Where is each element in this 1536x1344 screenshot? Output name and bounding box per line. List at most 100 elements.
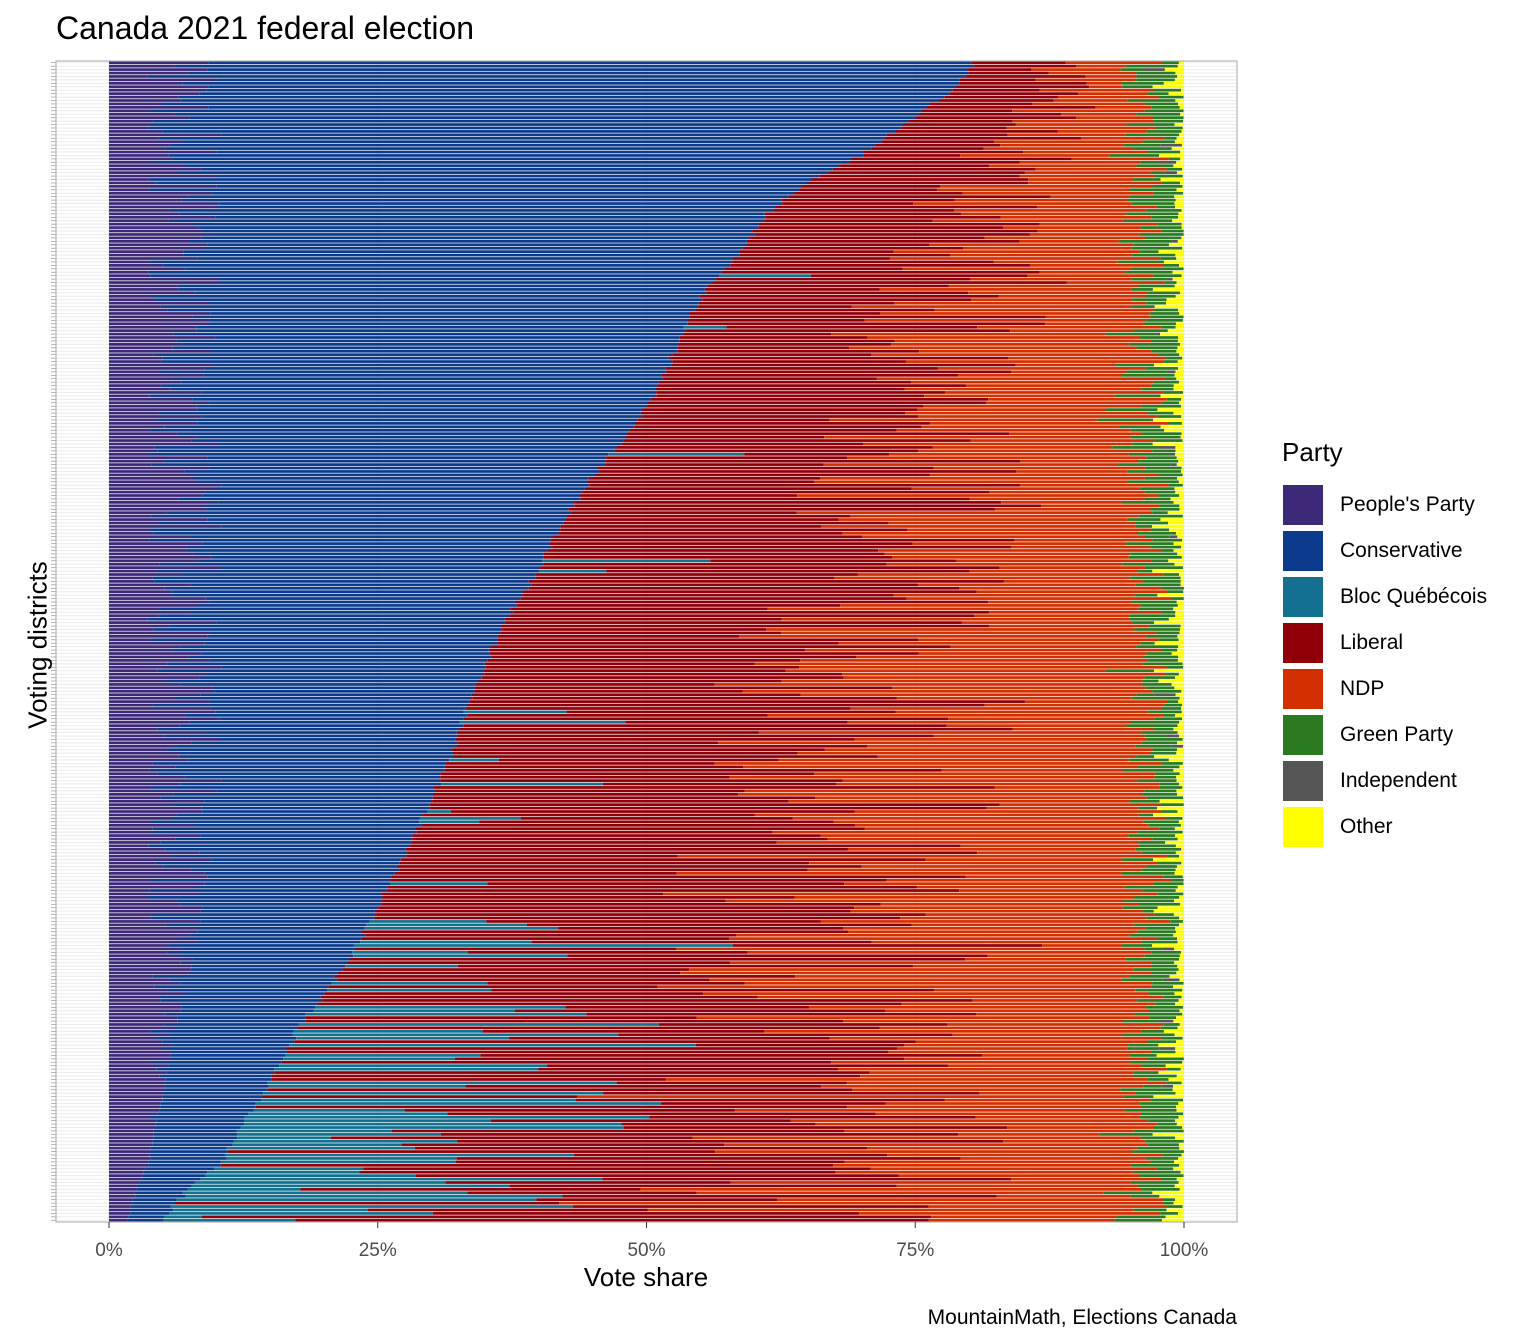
bar-conservative xyxy=(142,1174,206,1177)
bar-conservative xyxy=(152,1139,234,1143)
bar-conservative xyxy=(216,621,506,624)
bar-other xyxy=(1179,573,1184,576)
bar-green-party xyxy=(1145,1139,1184,1143)
bar-liberal xyxy=(422,813,755,817)
bar-liberal xyxy=(498,758,779,762)
bar-green-party xyxy=(1161,810,1178,813)
bar-liberal xyxy=(488,648,806,652)
bar-liberal xyxy=(672,360,906,363)
bar-ndp xyxy=(781,679,1143,683)
bar-other xyxy=(1178,645,1184,649)
bar-green-party xyxy=(1127,198,1176,202)
bar-ndp xyxy=(725,899,1124,903)
bar-ndp xyxy=(892,555,1129,559)
bar-other xyxy=(1178,999,1184,1002)
bar-other xyxy=(1177,552,1184,556)
bar-green-party xyxy=(1126,123,1175,126)
bar-liberal xyxy=(497,634,740,638)
bar-ndp xyxy=(976,590,1168,594)
bar-people-s-party xyxy=(109,425,165,429)
bar-green-party xyxy=(1132,1150,1184,1153)
bar-liberal xyxy=(478,679,782,683)
bar-ndp xyxy=(796,511,1153,515)
bar-green-party xyxy=(1163,703,1183,707)
bar-people-s-party xyxy=(109,243,208,247)
bar-conservative xyxy=(190,239,747,243)
bar-liberal xyxy=(730,264,1030,267)
bar-ndp xyxy=(729,937,1157,940)
bar-people-s-party xyxy=(109,813,178,817)
bar-conservative xyxy=(147,896,383,899)
bar-other xyxy=(1154,621,1184,624)
legend-label: NDP xyxy=(1340,677,1385,700)
bar-other xyxy=(1181,717,1184,721)
bar-liberal xyxy=(456,1157,961,1160)
bar-ndp xyxy=(800,693,1137,697)
bar-ndp xyxy=(871,353,1159,357)
bar-ndp xyxy=(869,1071,1134,1074)
bar-bloc-qu-b-cois xyxy=(191,1184,510,1188)
bar-people-s-party xyxy=(109,861,156,865)
bar-ndp xyxy=(1032,102,1145,106)
bar-green-party xyxy=(1145,1157,1179,1160)
bar-conservative xyxy=(171,817,420,820)
bar-other xyxy=(1175,889,1184,892)
bar-people-s-party xyxy=(109,792,174,796)
bar-conservative xyxy=(162,1095,263,1098)
bar-ndp xyxy=(820,476,1145,480)
bar-other xyxy=(1177,1026,1184,1030)
bar-ndp xyxy=(918,652,1147,655)
bar-conservative xyxy=(201,415,643,418)
bar-other xyxy=(1176,1105,1184,1109)
bar-people-s-party xyxy=(109,294,152,298)
bar-conservative xyxy=(159,562,544,566)
bar-people-s-party xyxy=(109,336,216,339)
bar-ndp xyxy=(921,425,1119,429)
bar-ndp xyxy=(842,779,1138,782)
bar-people-s-party xyxy=(109,820,151,824)
bar-independent xyxy=(1155,332,1161,336)
bar-ndp xyxy=(866,1146,1138,1150)
bar-green-party xyxy=(1144,947,1163,951)
bar-conservative xyxy=(152,830,417,834)
bar-green-party xyxy=(1126,724,1178,728)
bar-green-party xyxy=(1138,830,1183,834)
bar-other xyxy=(1175,490,1184,494)
bar-liberal xyxy=(334,975,796,978)
bar-independent xyxy=(1162,947,1175,951)
bar-people-s-party xyxy=(109,415,202,418)
bar-liberal xyxy=(454,1057,905,1061)
bar-people-s-party xyxy=(109,267,186,271)
bar-other xyxy=(1174,1033,1184,1037)
bar-liberal xyxy=(570,511,797,515)
bar-other xyxy=(1175,452,1184,456)
bar-conservative xyxy=(151,916,374,920)
bar-liberal xyxy=(444,768,942,772)
bar-people-s-party xyxy=(109,669,158,673)
bar-other xyxy=(1176,779,1184,782)
bar-ndp xyxy=(946,724,1127,728)
bar-other xyxy=(1183,744,1184,748)
bar-people-s-party xyxy=(109,981,180,985)
bar-other xyxy=(1176,136,1184,140)
bar-ndp xyxy=(805,648,1163,652)
bar-liberal xyxy=(297,1026,880,1030)
bar-other xyxy=(1182,703,1184,707)
bar-people-s-party xyxy=(109,727,158,731)
bar-other xyxy=(1172,219,1184,223)
bar-liberal xyxy=(623,439,971,442)
bar-other xyxy=(1163,81,1184,85)
bar-conservative xyxy=(164,1088,268,1092)
bar-other xyxy=(1176,456,1184,460)
bar-conservative xyxy=(176,744,457,748)
bar-ndp xyxy=(850,909,1143,913)
bar-people-s-party xyxy=(109,528,151,532)
bar-ndp xyxy=(836,782,1160,786)
bar-other xyxy=(1170,497,1184,501)
bar-people-s-party xyxy=(109,1019,178,1023)
bar-other xyxy=(1173,387,1184,391)
bar-people-s-party xyxy=(109,1091,163,1095)
bar-conservative xyxy=(167,748,452,752)
bar-bloc-qu-b-cois xyxy=(459,720,626,724)
bar-liberal xyxy=(664,377,877,381)
